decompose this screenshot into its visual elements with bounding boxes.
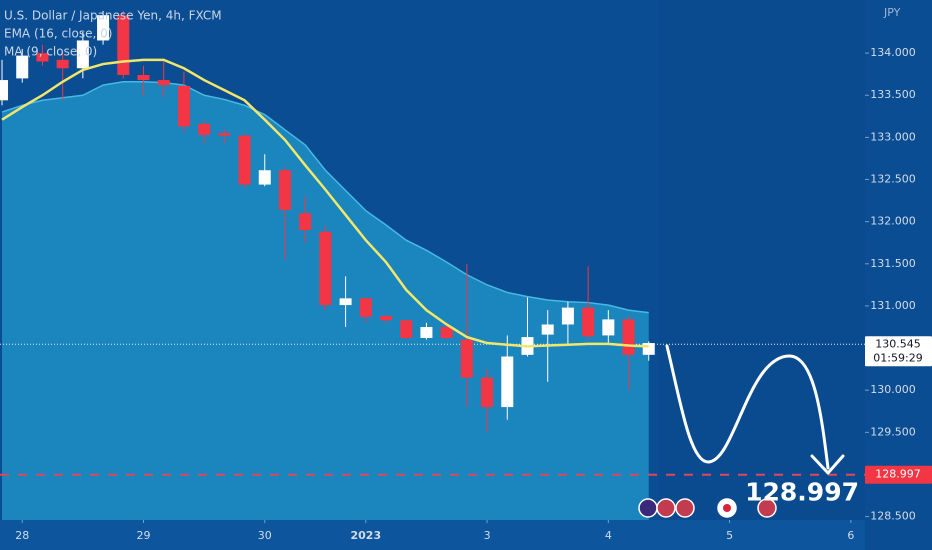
- x-tick-label: 6: [847, 529, 854, 542]
- candle-body: [258, 170, 271, 185]
- y-tick-label: 131.000: [870, 299, 916, 312]
- candle-body: [380, 316, 393, 321]
- candle-body: [198, 123, 211, 135]
- candle-body: [359, 298, 372, 317]
- last-price-label: 130.545: [875, 337, 921, 350]
- y-tick-label: 133.000: [870, 130, 916, 143]
- chart-title: U.S. Dollar / Japanese Yen, 4h, FXCM: [4, 9, 222, 23]
- candle-body: [117, 15, 130, 76]
- candle-body: [157, 80, 170, 86]
- candle-body: [541, 324, 554, 335]
- ma-edge: [1, 81, 649, 314]
- y-tick-label: 134.000: [870, 46, 916, 59]
- x-tick-label: 29: [136, 529, 150, 542]
- y-tick-label: 129.500: [870, 425, 916, 438]
- candle-body: [400, 320, 413, 338]
- candle-body: [16, 55, 29, 79]
- plot-area: [0, 0, 865, 520]
- candle-body: [561, 307, 574, 325]
- arrow-head: [810, 454, 845, 475]
- event-icon-dot: [723, 504, 731, 512]
- x-tick-label: 28: [15, 529, 29, 542]
- y-tick-label: 133.500: [870, 88, 916, 101]
- candle-body: [299, 213, 312, 231]
- candle-body: [582, 307, 595, 337]
- x-axis-band: [0, 520, 865, 550]
- event-icon[interactable]: [656, 498, 676, 518]
- y-tick-label: 132.500: [870, 173, 916, 186]
- candle-body: [36, 53, 49, 62]
- y-tick-label: 132.000: [870, 215, 916, 228]
- legend-entry: EMA (16, close, 0): [4, 27, 112, 41]
- candle-body: [642, 343, 655, 355]
- target-tag: [865, 465, 932, 484]
- candle-body: [501, 356, 514, 408]
- currency-label: JPY: [883, 6, 901, 19]
- ema-line: [1, 58, 649, 348]
- candle-body: [339, 298, 352, 306]
- event-icon[interactable]: [675, 498, 695, 518]
- x-tick-label: 4: [605, 529, 612, 542]
- countdown-label: 01:59:29: [873, 351, 922, 364]
- x-tick-label: 30: [258, 529, 272, 542]
- candle-body: [177, 85, 190, 127]
- candle-body: [622, 319, 635, 355]
- candle-body: [460, 339, 473, 378]
- y-axis-band: [865, 0, 932, 550]
- y-tick-label: 131.500: [870, 257, 916, 270]
- target-annotation: 128.997: [745, 478, 859, 507]
- x-tick-label: 2023: [350, 529, 381, 542]
- candle-body: [278, 170, 291, 210]
- y-tick-label: 130.000: [870, 383, 916, 396]
- candle-body: [56, 59, 69, 69]
- event-icons: [638, 498, 777, 518]
- target-tag-label: 128.997: [875, 468, 921, 481]
- candle-body: [319, 231, 332, 306]
- candle-body: [76, 40, 89, 69]
- last-price-tag: [865, 336, 932, 367]
- x-tick-label: 5: [726, 529, 733, 542]
- candle-body: [440, 327, 453, 338]
- candle-body: [602, 319, 615, 336]
- candle-body: [97, 15, 110, 41]
- projection-arrow: [665, 344, 830, 470]
- legend-entry: MA (9, close, 0): [4, 45, 97, 59]
- candle-body: [238, 135, 251, 185]
- candle-body: [420, 327, 433, 338]
- candle-body: [218, 133, 231, 136]
- future-zone: [658, 0, 865, 520]
- event-icon[interactable]: [757, 498, 777, 518]
- x-tick-label: 3: [484, 529, 491, 542]
- candle-body: [481, 377, 494, 408]
- event-icon[interactable]: [638, 498, 658, 518]
- y-tick-label: 128.500: [870, 510, 916, 523]
- candle-body: [0, 80, 9, 101]
- candle-body: [137, 75, 150, 81]
